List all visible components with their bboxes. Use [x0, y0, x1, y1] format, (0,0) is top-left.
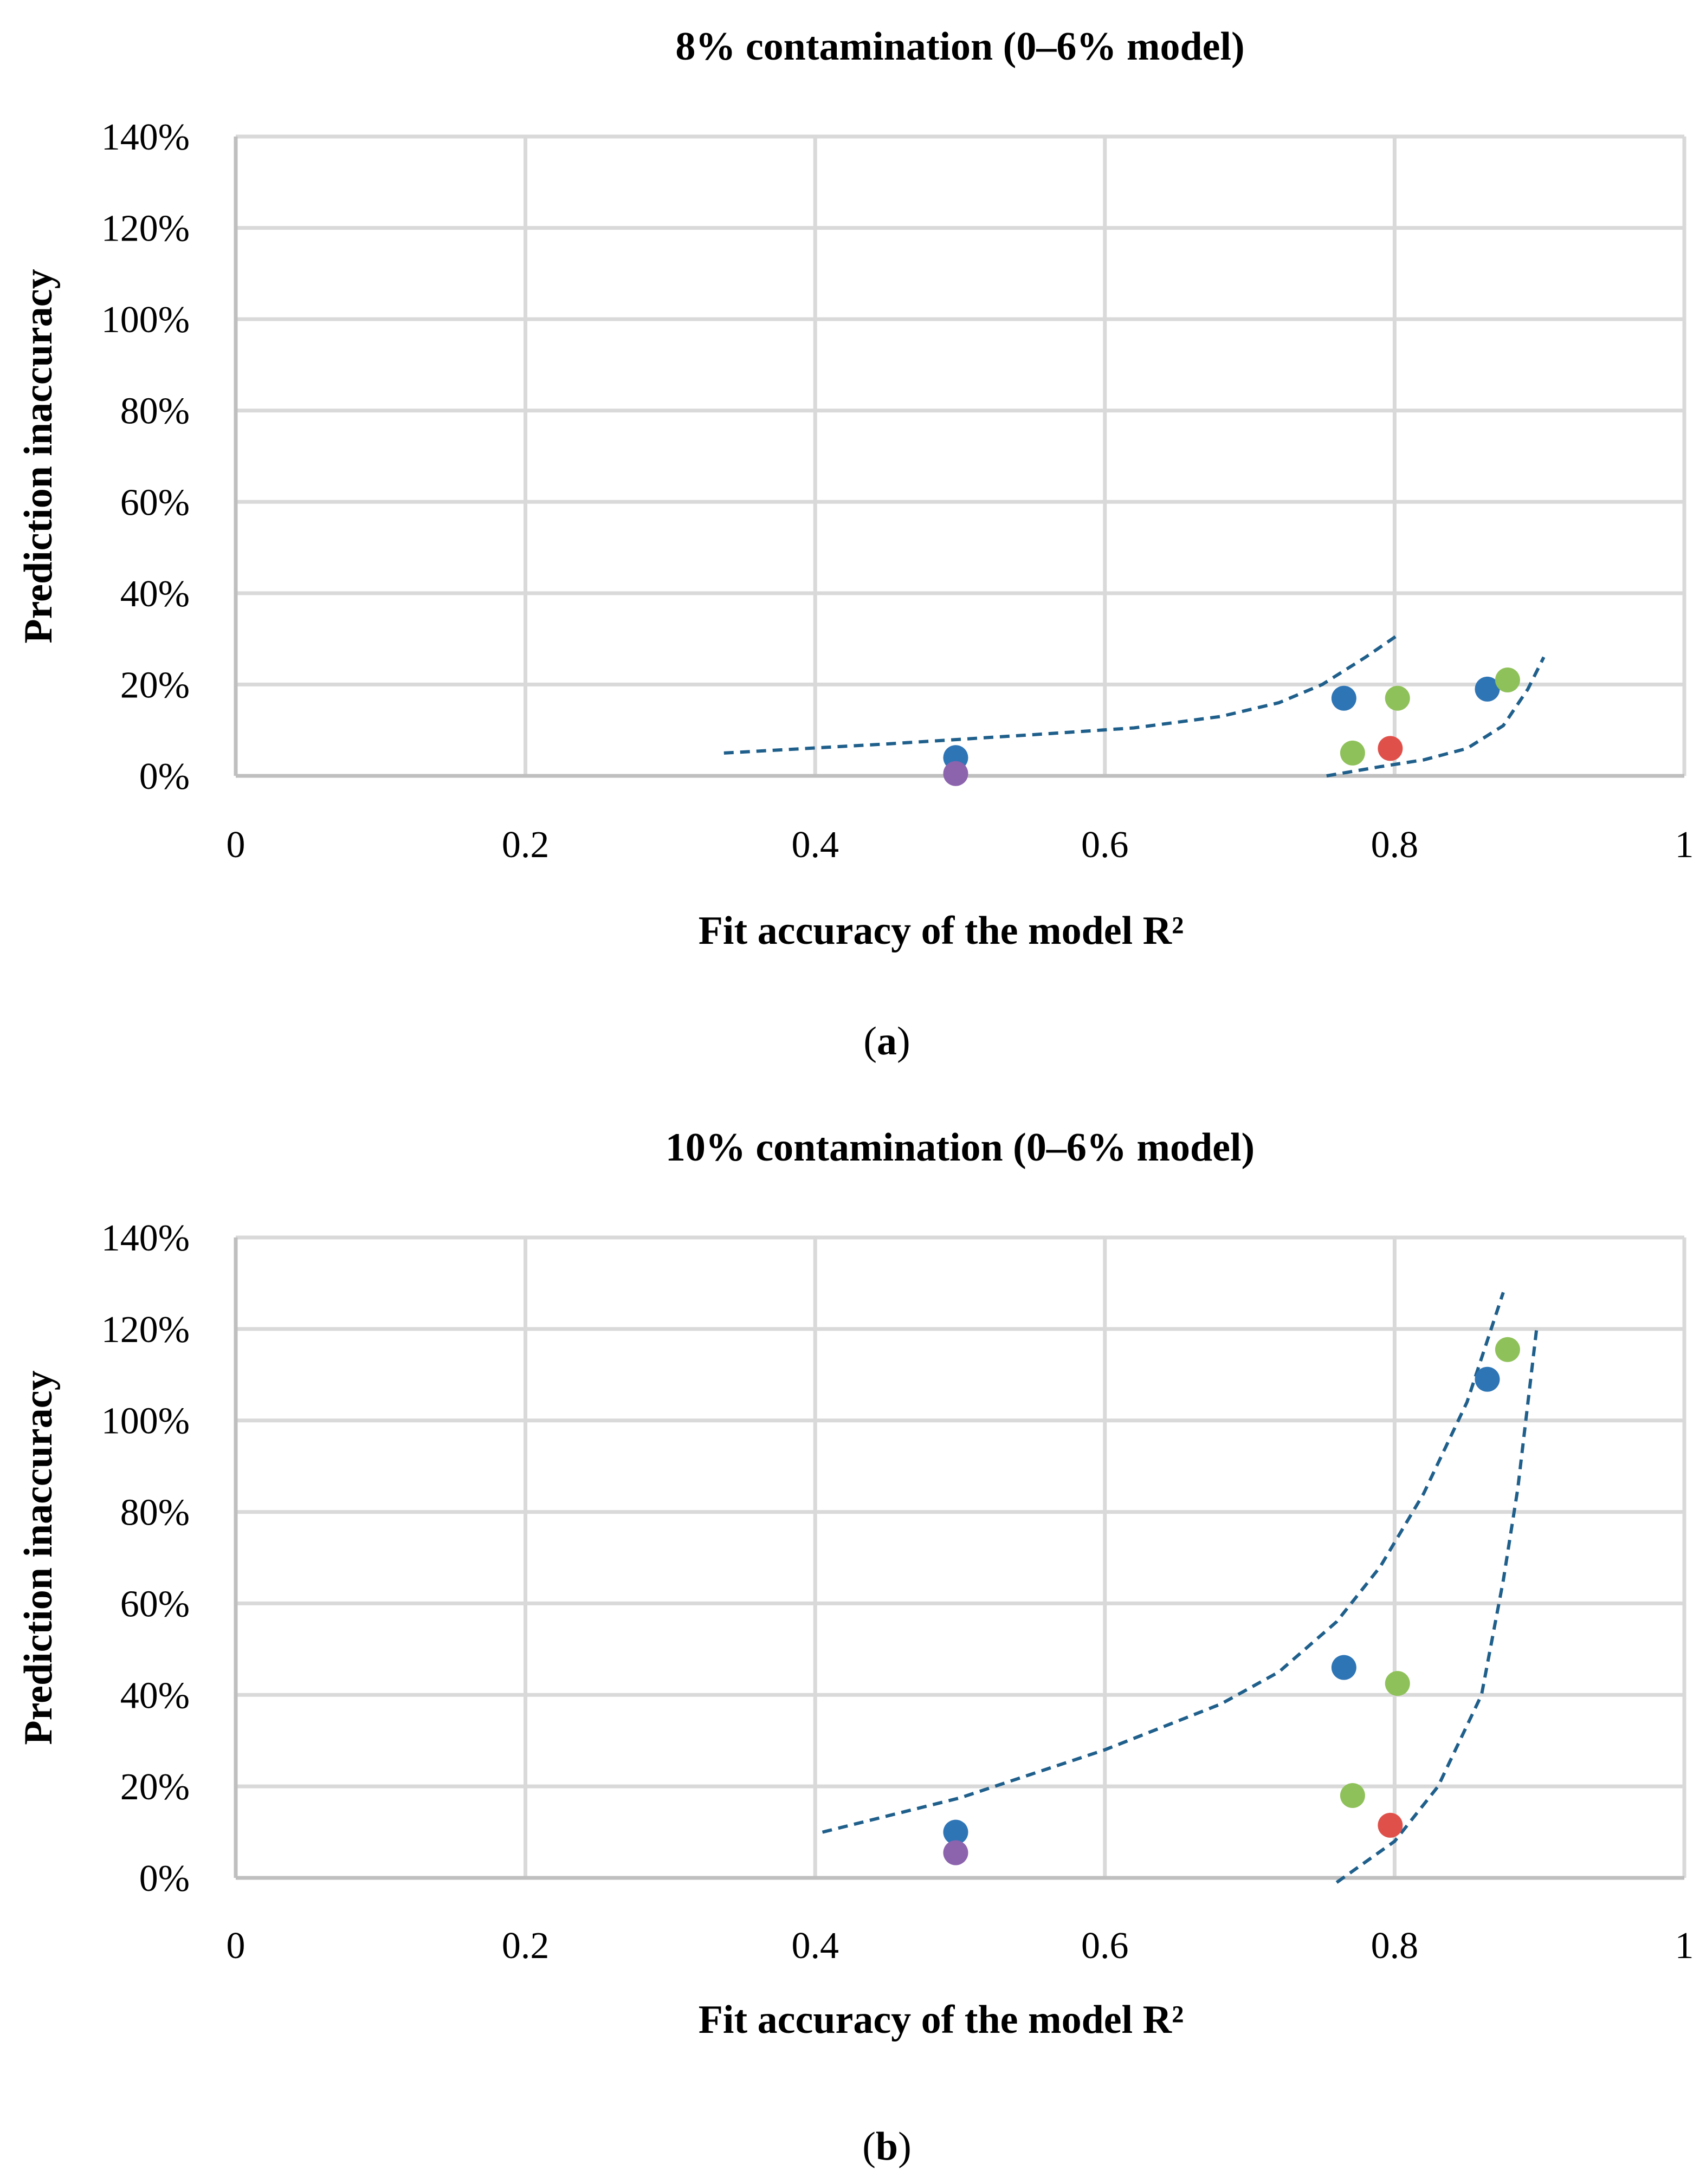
y-tick-label: 60% [120, 1583, 190, 1625]
data-point-blue [1475, 676, 1500, 702]
x-tick-label: 0.8 [1371, 824, 1419, 866]
x-tick-label: 0.2 [502, 824, 550, 866]
y-tick-label: 120% [101, 1309, 190, 1351]
chart-title: 8% contamination (0–6% model) [675, 24, 1244, 69]
y-tick-label: 40% [120, 573, 190, 615]
data-point-green [1340, 740, 1365, 766]
chart-panel-b: 10% contamination (0–6% model) 0% 20% 40% 60… [16, 1125, 1694, 2169]
y-axis-label: Prediction inaccuracy [16, 1370, 61, 1745]
y-tick-label: 120% [101, 208, 190, 250]
chart-title: 10% contamination (0–6% model) [665, 1125, 1255, 1170]
y-tick-label: 20% [120, 1766, 190, 1808]
y-tick-label: 0% [139, 1858, 190, 1900]
x-tick-label: 0.6 [1081, 1925, 1129, 1967]
trendline-lower-bound [1335, 1328, 1539, 1884]
data-point-red [1378, 1812, 1403, 1838]
data-point-purple [943, 761, 968, 786]
panel-caption: (b) [862, 2124, 911, 2169]
trendline-upper-bound [822, 1292, 1505, 1834]
x-tick-label: 0.6 [1081, 824, 1129, 866]
chart-panel-a: 8% contamination (0–6% model) 0% 20% 40% 60%… [16, 24, 1694, 1064]
data-point-green [1385, 685, 1410, 711]
y-tick-label: 60% [120, 482, 190, 523]
x-tick-label: 0 [227, 1925, 245, 1967]
y-tick-label: 140% [101, 1217, 190, 1259]
x-axis-label: Fit accuracy of the model R² [699, 1998, 1184, 2042]
data-point-blue [1331, 1655, 1356, 1680]
y-tick-label: 100% [101, 299, 190, 341]
x-tick-label: 0.4 [791, 1925, 839, 1967]
data-point-green [1495, 667, 1520, 692]
trendline-lower-bound [1326, 656, 1546, 777]
x-tick-label: 0.4 [791, 824, 839, 866]
trendline-upper-bound [723, 633, 1400, 755]
y-tick-label: 40% [120, 1675, 190, 1716]
data-point-red [1378, 736, 1403, 761]
panel-caption: (a) [863, 1019, 910, 1064]
x-tick-label: 0.8 [1371, 1925, 1419, 1967]
data-point-green [1495, 1337, 1520, 1362]
data-point-blue [1331, 685, 1356, 711]
y-tick-label: 80% [120, 391, 190, 432]
y-axis-label: Prediction inaccuracy [16, 269, 61, 643]
data-point-blue [1475, 1366, 1500, 1392]
x-tick-label: 0 [227, 824, 245, 866]
y-tick-label: 0% [139, 756, 190, 798]
y-tick-label: 20% [120, 664, 190, 706]
x-tick-label: 1 [1675, 1925, 1694, 1967]
data-point-blue [943, 1819, 968, 1845]
x-tick-label: 1 [1675, 824, 1694, 866]
data-point-purple [943, 1840, 968, 1865]
y-tick-label: 100% [101, 1401, 190, 1442]
data-point-green [1385, 1671, 1410, 1696]
data-point-green [1340, 1783, 1365, 1809]
y-tick-label: 140% [101, 116, 190, 158]
y-tick-label: 80% [120, 1492, 190, 1534]
x-axis-label: Fit accuracy of the model R² [699, 909, 1184, 953]
x-tick-label: 0.2 [502, 1925, 550, 1967]
